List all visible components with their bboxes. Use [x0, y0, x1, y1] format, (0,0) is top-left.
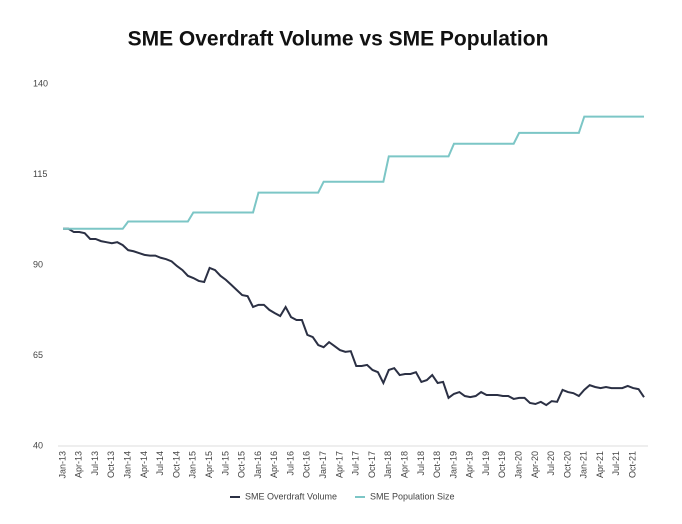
series-line: [63, 227, 645, 407]
x-tick-label: Oct-15: [237, 451, 247, 478]
x-tick-label: Oct-21: [628, 451, 638, 478]
x-tick-label: Jul-20: [546, 451, 556, 476]
x-tick-label: Apr-17: [334, 451, 344, 478]
x-tick-label: Oct-20: [562, 451, 572, 478]
x-tick-label: Apr-14: [139, 451, 149, 478]
y-tick-label: 140: [33, 78, 48, 88]
x-tick-label: Jan-16: [253, 451, 263, 479]
x-tick-label: Apr-15: [204, 451, 214, 478]
x-tick-label: Apr-18: [399, 451, 409, 478]
x-tick-label: Oct-14: [171, 451, 181, 478]
y-tick-label: 65: [33, 350, 43, 360]
chart-title: SME Overdraft Volume vs SME Population: [128, 28, 549, 51]
x-tick-label: Apr-21: [595, 451, 605, 478]
x-tick-label: Jan-17: [318, 451, 328, 479]
x-tick-label: Jul-13: [90, 451, 100, 476]
x-tick-label: Oct-18: [432, 451, 442, 478]
x-tick-label: Jul-17: [351, 451, 361, 476]
x-tick-label: Oct-19: [497, 451, 507, 478]
x-tick-label: Oct-17: [367, 451, 377, 478]
x-tick-label: Jan-15: [188, 451, 198, 479]
x-tick-label: Jan-13: [57, 451, 67, 479]
x-tick-label: Jul-18: [416, 451, 426, 476]
x-tick-label: Jul-21: [611, 451, 621, 476]
x-tick-label: Jan-21: [579, 451, 589, 479]
x-tick-label: Jul-15: [220, 451, 230, 476]
x-tick-label: Apr-16: [269, 451, 279, 478]
y-tick-label: 40: [33, 440, 43, 450]
x-tick-label: Jan-20: [513, 451, 523, 479]
x-tick-label: Apr-13: [74, 451, 84, 478]
series-line: [63, 115, 645, 230]
x-tick-label: Jul-19: [481, 451, 491, 476]
x-tick-label: Jul-16: [285, 451, 295, 476]
y-tick-label: 90: [33, 259, 43, 269]
legend-label: SME Population Size: [370, 491, 455, 501]
x-tick-label: Apr-19: [465, 451, 475, 478]
x-tick-label: Jan-19: [448, 451, 458, 479]
y-tick-label: 115: [33, 169, 47, 179]
x-tick-label: Oct-13: [106, 451, 116, 478]
x-tick-label: Jul-14: [155, 451, 165, 476]
x-tick-label: Jan-14: [123, 451, 133, 479]
legend-label: SME Overdraft Volume: [245, 491, 337, 501]
x-tick-label: Jan-18: [383, 451, 393, 479]
x-tick-label: Apr-20: [530, 451, 540, 478]
x-tick-label: Oct-16: [302, 451, 312, 478]
